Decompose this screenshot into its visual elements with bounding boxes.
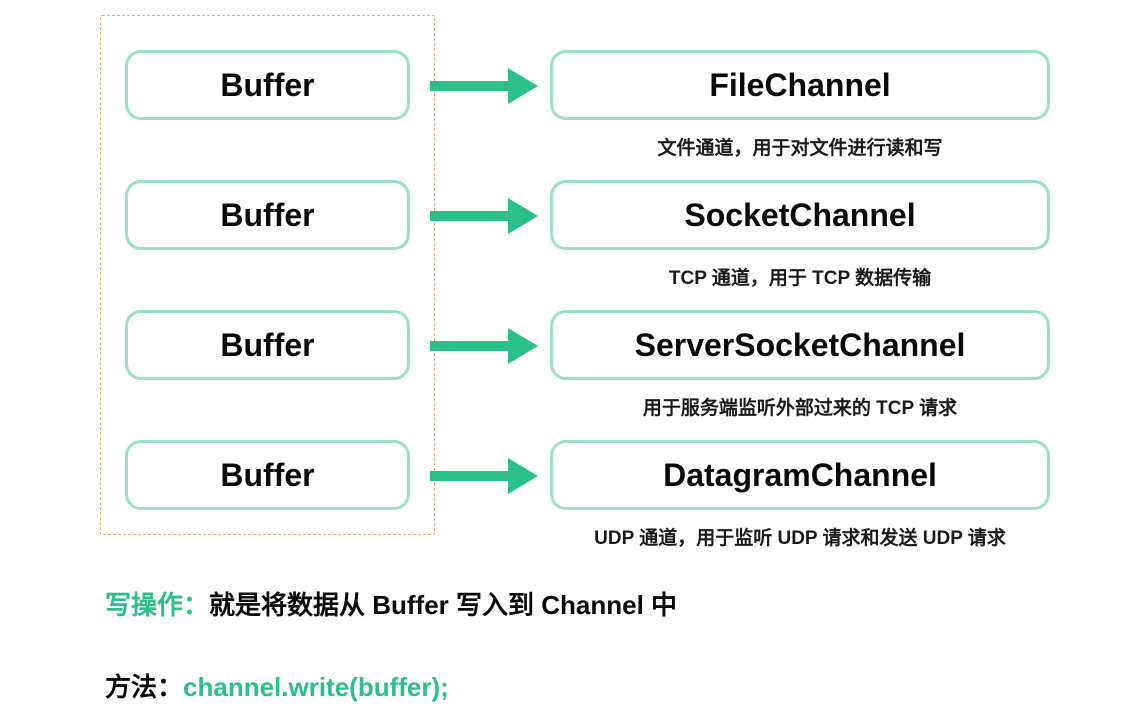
buffer-box-1: Buffer [125,180,410,250]
arrow-line-0 [430,81,512,91]
channel-box-0: FileChannel [550,50,1050,120]
arrow-line-1 [430,211,512,221]
channel-desc-0: 文件通道，用于对文件进行读和写 [550,133,1050,160]
footer-line2-code: channel.write(buffer); [183,672,449,702]
buffer-box-3: Buffer [125,440,410,510]
arrow-2 [430,328,540,363]
buffer-box-2: Buffer [125,310,410,380]
footer-text: 写操作：就是将数据从 Buffer 写入到 Channel 中 方法：chann… [105,585,1005,704]
buffer-box-0: Buffer [125,50,410,120]
arrow-1 [430,198,540,233]
footer-line-1: 写操作：就是将数据从 Buffer 写入到 Channel 中 [105,585,1005,622]
channel-label-2: ServerSocketChannel [635,327,966,364]
channel-box-2: ServerSocketChannel [550,310,1050,380]
buffer-label-3: Buffer [220,457,314,494]
footer-line-2: 方法：channel.write(buffer); [105,667,1005,704]
channel-desc-2: 用于服务端监听外部过来的 TCP 请求 [550,393,1050,420]
buffer-label-0: Buffer [220,67,314,104]
channel-box-3: DatagramChannel [550,440,1050,510]
footer-line2-prefix: 方法： [105,672,183,702]
buffer-label-1: Buffer [220,197,314,234]
channel-desc-1: TCP 通道，用于 TCP 数据传输 [550,263,1050,290]
buffer-label-2: Buffer [220,327,314,364]
arrow-head-1 [508,198,538,234]
arrow-head-0 [508,68,538,104]
arrow-head-3 [508,458,538,494]
channel-label-0: FileChannel [709,67,890,104]
arrow-line-2 [430,341,512,351]
channel-label-1: SocketChannel [684,197,915,234]
arrow-3 [430,458,540,493]
channel-box-1: SocketChannel [550,180,1050,250]
footer-line1-body: 就是将数据从 Buffer 写入到 Channel 中 [209,590,677,620]
arrow-line-3 [430,471,512,481]
channel-desc-3: UDP 通道，用于监听 UDP 请求和发送 UDP 请求 [550,523,1050,550]
arrow-head-2 [508,328,538,364]
channel-label-3: DatagramChannel [663,457,937,494]
arrow-0 [430,68,540,103]
footer-line1-prefix: 写操作： [105,590,209,620]
